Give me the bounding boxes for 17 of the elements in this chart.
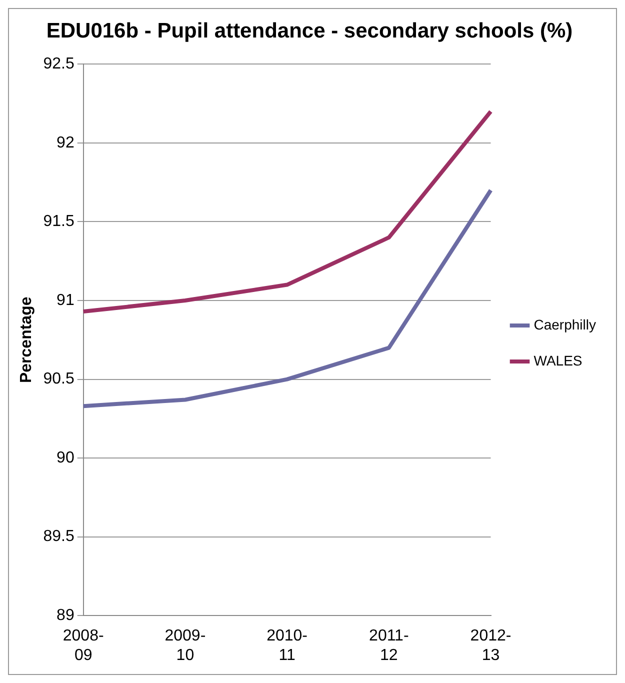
x-tick-label: 2010-11 <box>266 628 308 664</box>
x-tick-label: 2011-12 <box>369 628 409 664</box>
x-tick-label: 2008-09 <box>62 628 104 664</box>
legend-label: WALES <box>534 352 582 368</box>
y-tick-label: 89 <box>56 607 74 624</box>
y-tick-label: 92.5 <box>43 56 74 73</box>
y-tick-label: 91 <box>56 292 74 309</box>
x-tick-label: 2012-13 <box>470 628 512 664</box>
x-tick-label: 2009-10 <box>164 628 206 664</box>
chart-title: EDU016b - Pupil attendance - secondary schools (%) <box>46 19 573 42</box>
legend-label: Caerphilly <box>534 316 596 332</box>
y-tick-label: 89.5 <box>43 528 74 546</box>
y-tick-label: 90 <box>56 449 74 466</box>
y-tick-label: 92 <box>56 134 74 152</box>
y-tick-label: 90.5 <box>43 370 74 388</box>
y-axis-title: Percentage <box>18 296 36 384</box>
y-tick-label: 91.5 <box>43 213 74 230</box>
